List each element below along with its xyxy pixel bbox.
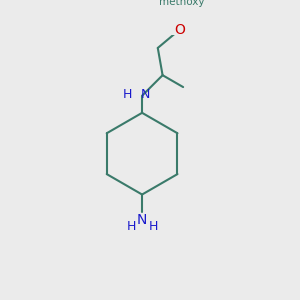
Text: O: O <box>174 23 185 37</box>
Text: N: N <box>141 88 150 101</box>
Text: H: H <box>126 220 136 232</box>
Text: H: H <box>148 220 158 232</box>
Text: H: H <box>123 88 132 101</box>
Text: N: N <box>137 213 147 227</box>
Text: methoxy: methoxy <box>159 0 204 7</box>
